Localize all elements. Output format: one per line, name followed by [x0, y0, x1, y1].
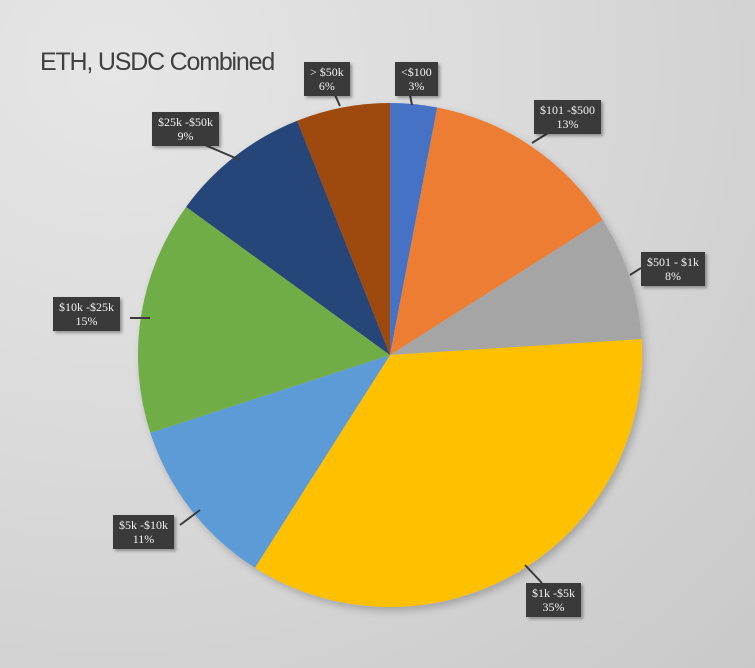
callout-label: <$100: [401, 65, 432, 79]
pie-slice: [390, 102, 438, 355]
leader-line: [334, 94, 341, 107]
callout-percent: 3%: [408, 79, 425, 93]
callout-percent: 15%: [75, 314, 98, 328]
callout-leaders: [130, 94, 642, 584]
callout-label: $5k -$10k: [119, 518, 168, 532]
leader-line: [409, 94, 413, 106]
callout-percent: 11%: [132, 532, 155, 546]
callout-label: $10k -$25k: [59, 300, 114, 314]
callout-5k-10k: $5k -$10k 11%: [113, 515, 174, 549]
leader-line: [179, 509, 201, 526]
leader-line: [629, 267, 642, 276]
callout-101-500: $101 -$500 13%: [534, 100, 601, 134]
leader-line: [531, 132, 549, 144]
callout-label: $101 -$500: [540, 103, 595, 117]
callout-percent: 9%: [177, 129, 194, 143]
pie-slice: [390, 219, 642, 355]
pie-slice: [254, 339, 642, 607]
callout-label: $25k -$50k: [158, 115, 213, 129]
callout-lt100: <$100 3%: [395, 62, 438, 96]
callout-25k-50k: $25k -$50k 9%: [152, 112, 219, 146]
pie-slice: [186, 120, 390, 355]
callout-label: > $50k: [310, 65, 344, 79]
pie-slice: [137, 206, 390, 433]
leader-line: [204, 144, 241, 161]
callout-10k-25k: $10k -$25k 15%: [53, 297, 120, 331]
callout-percent: 13%: [556, 117, 579, 131]
callout-501-1k: $501 - $1k 8%: [641, 252, 705, 286]
callout-percent: 35%: [542, 600, 565, 614]
callout-label: $1k -$5k: [532, 586, 575, 600]
pie-slice: [390, 107, 603, 356]
pie-slice: [150, 355, 390, 568]
callout-percent: 6%: [318, 79, 335, 93]
callout-percent: 8%: [665, 269, 681, 283]
callout-gt50k: > $50k 6%: [304, 62, 350, 96]
callout-1k-5k: $1k -$5k 35%: [526, 583, 581, 617]
callout-label: $501 - $1k: [647, 255, 699, 269]
pie-slice: [297, 103, 390, 355]
pie-slices: [137, 102, 642, 607]
chart-title: ETH, USDC Combined: [40, 48, 275, 76]
leader-line: [524, 564, 543, 584]
